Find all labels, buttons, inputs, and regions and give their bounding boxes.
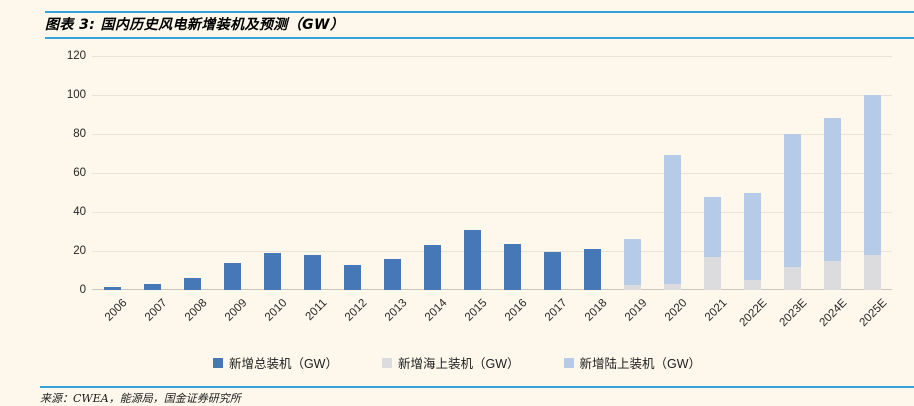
- bar-2006-series-0: [103, 287, 121, 290]
- y-axis-labels: 0 20 40 60 80 100 120: [30, 50, 86, 296]
- legend-label-onshore: 新增陆上装机（GW）: [579, 357, 702, 371]
- bar-2016-series-0: [503, 244, 521, 290]
- bar-2023E-series-2: [783, 134, 801, 267]
- bar-2020-series-2: [663, 155, 681, 285]
- y-tick-label-40: 40: [73, 206, 86, 218]
- plot-area: [92, 56, 892, 290]
- y-tick-label-120: 120: [66, 50, 86, 62]
- legend-label-total: 新增总装机（GW）: [228, 357, 338, 371]
- gridline-80: [92, 134, 892, 135]
- bar-2022E-series-2: [743, 192, 761, 281]
- bar-2021-series-2: [703, 197, 721, 258]
- bar-2019-series-1: [623, 285, 641, 290]
- title-top-rule: [45, 11, 914, 13]
- y-tick-label-80: 80: [73, 128, 86, 140]
- source-note: 来源：CWEA，能源局，国金证券研究所: [40, 392, 241, 405]
- bar-2013-series-0: [383, 258, 401, 290]
- gridline-40: [92, 212, 892, 213]
- legend-item-offshore: 新增海上装机（GW）: [381, 353, 520, 372]
- bar-2012-series-0: [343, 264, 361, 290]
- gridline-100: [92, 95, 892, 96]
- bar-2024E-series-2: [823, 118, 841, 261]
- bar-2019-series-2: [623, 239, 641, 286]
- bar-2025E-series-2: [863, 95, 881, 255]
- title-bottom-rule: [45, 37, 914, 39]
- bar-2011-series-0: [303, 254, 321, 290]
- x-axis-labels: 2006 2007 2008 2009 2010 2011 2012 2013 2014 2015…: [92, 290, 892, 345]
- legend-swatch-total: [212, 357, 223, 368]
- y-tick-label-60: 60: [73, 167, 86, 179]
- bar-2007-series-0: [143, 283, 161, 290]
- bar-2025E-series-1: [863, 254, 881, 290]
- y-tick-label-20: 20: [73, 245, 86, 257]
- bar-2014-series-0: [423, 244, 441, 290]
- bar-2017-series-0: [543, 251, 561, 290]
- bar-2024E-series-1: [823, 260, 841, 290]
- bar-2022E-series-1: [743, 280, 761, 290]
- y-tick-label-100: 100: [66, 89, 86, 101]
- bar-2010-series-0: [263, 252, 281, 290]
- legend-item-total: 新增总装机（GW）: [212, 353, 338, 372]
- chart-legend: 新增总装机（GW） 新增海上装机（GW） 新增陆上装机（GW）: [0, 353, 914, 372]
- gridline-60: [92, 173, 892, 174]
- bar-2015-series-0: [463, 229, 481, 290]
- legend-swatch-onshore: [563, 357, 574, 368]
- x-axis-line: [92, 289, 892, 290]
- bar-2008-series-0: [183, 277, 201, 290]
- bar-2021-series-1: [703, 257, 721, 290]
- gridline-20: [92, 251, 892, 252]
- bar-2023E-series-1: [783, 266, 801, 290]
- gridline-120: [92, 56, 892, 57]
- y-tick-label-0: 0: [79, 284, 86, 296]
- bar-2009-series-0: [223, 262, 241, 290]
- bar-2018-series-0: [583, 249, 601, 290]
- figure-title: 图表 3: 国内历史风电新增装机及预测（GW）: [45, 17, 345, 33]
- bar-2020-series-1: [663, 284, 681, 290]
- legend-swatch-offshore: [381, 357, 392, 368]
- legend-item-onshore: 新增陆上装机（GW）: [563, 353, 702, 372]
- footer-rule: [40, 386, 914, 388]
- legend-label-offshore: 新增海上装机（GW）: [397, 357, 520, 371]
